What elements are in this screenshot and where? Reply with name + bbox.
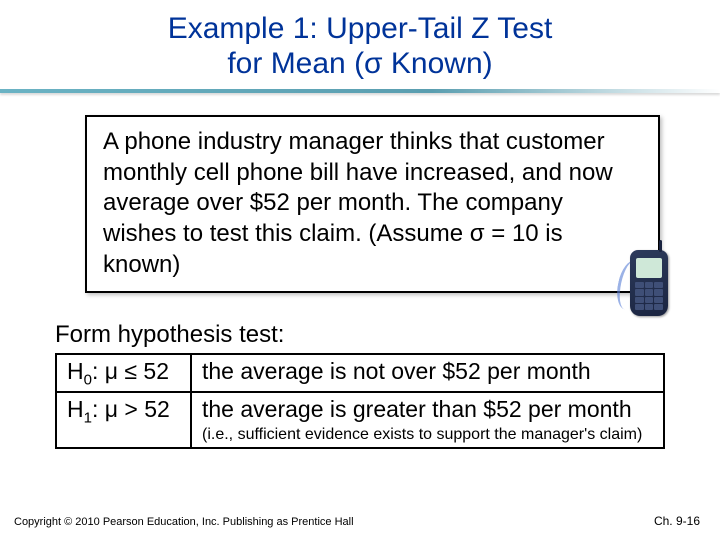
h1-description: the average is greater than $52 per mont…	[202, 396, 632, 422]
hypothesis-table: H0: μ ≤ 52 the average is not over $52 p…	[55, 353, 665, 450]
h0-description: the average is not over $52 per month	[191, 354, 664, 393]
h1-expression: : μ > 52	[92, 396, 170, 422]
h0-cell: H0: μ ≤ 52	[56, 354, 191, 393]
h1-footnote: (i.e., sufficient evidence exists to sup…	[202, 423, 653, 444]
page-reference: Ch. 9-16	[654, 514, 700, 528]
h0-symbol: H	[67, 358, 84, 384]
slide-title: Example 1: Upper-Tail Z Test for Mean (σ…	[0, 12, 720, 81]
problem-statement-box: A phone industry manager thinks that cus…	[85, 115, 660, 293]
table-row: H1: μ > 52 the average is greater than $…	[56, 392, 664, 448]
h1-cell: H1: μ > 52	[56, 392, 191, 448]
problem-text: A phone industry manager thinks that cus…	[103, 128, 613, 278]
title-underline	[0, 89, 720, 93]
table-row: H0: μ ≤ 52 the average is not over $52 p…	[56, 354, 664, 393]
h1-subscript: 1	[84, 410, 92, 427]
h1-description-cell: the average is greater than $52 per mont…	[191, 392, 664, 448]
h1-symbol: H	[67, 396, 84, 422]
title-line-1: Example 1: Upper-Tail Z Test	[168, 12, 553, 45]
h0-expression: : μ ≤ 52	[92, 358, 169, 384]
hypothesis-heading: Form hypothesis test:	[55, 321, 720, 349]
slide-title-block: Example 1: Upper-Tail Z Test for Mean (σ…	[0, 0, 720, 87]
cellphone-icon	[630, 250, 676, 328]
title-line-2: for Mean (σ Known)	[227, 47, 492, 80]
copyright-text: Copyright © 2010 Pearson Education, Inc.…	[14, 516, 354, 528]
h0-subscript: 0	[84, 371, 92, 388]
